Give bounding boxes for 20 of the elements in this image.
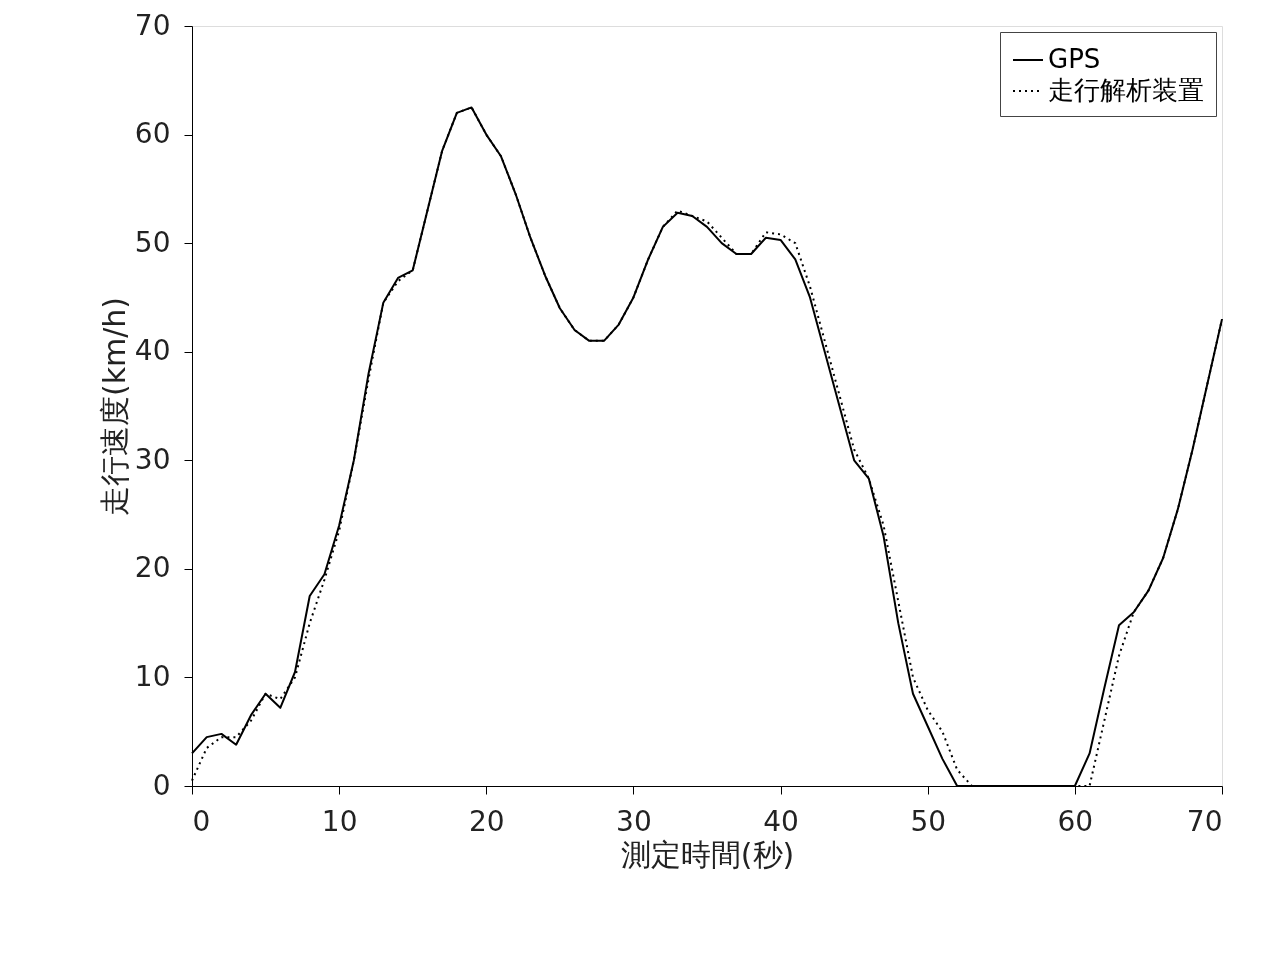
y-tick-label: 40 bbox=[134, 334, 171, 368]
x-tick-label: 0 bbox=[192, 804, 211, 838]
legend-label: 走行解析装置 bbox=[1048, 75, 1204, 105]
y-tick-label: 70 bbox=[134, 8, 171, 42]
y-tick-label: 60 bbox=[134, 117, 171, 151]
y-axis-title: 走行速度(km/h) bbox=[96, 296, 132, 517]
x-tick-label: 30 bbox=[616, 804, 652, 838]
y-tick-label: 0 bbox=[152, 768, 171, 802]
x-tick-label: 50 bbox=[910, 804, 947, 838]
x-tick-label: 10 bbox=[321, 804, 358, 838]
x-tick-label: 60 bbox=[1057, 804, 1094, 838]
x-tick-label: 20 bbox=[468, 804, 505, 838]
x-tick-label: 40 bbox=[763, 804, 799, 838]
y-tick-label: 20 bbox=[134, 551, 171, 585]
legend-label: GPS bbox=[1048, 44, 1101, 74]
y-tick-label: 10 bbox=[134, 659, 171, 693]
x-axis-title: 測定時間(秒) bbox=[620, 836, 795, 872]
x-tick-label: 70 bbox=[1186, 804, 1223, 838]
y-tick-label: 50 bbox=[134, 225, 171, 259]
y-tick-label: 30 bbox=[134, 442, 171, 476]
